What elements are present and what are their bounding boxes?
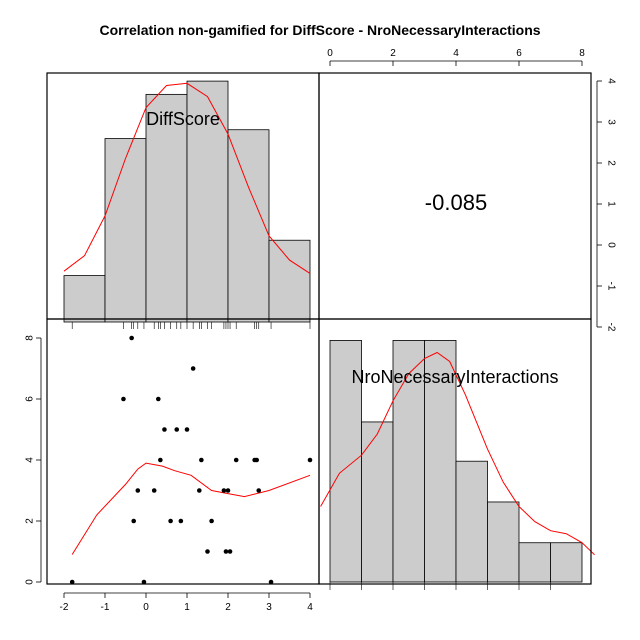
axis-right: -2 -1 0 1 2 3 4	[596, 78, 617, 332]
panel-diffscore-hist: DiffScore	[63, 80, 311, 329]
axis-right-tick-label: 3	[606, 119, 617, 125]
scatter-point	[174, 427, 180, 432]
scatter-point	[158, 457, 163, 463]
panel-scatter	[69, 335, 313, 585]
axis-top-tick-label: 8	[579, 48, 585, 59]
scatter-point	[178, 518, 184, 524]
scatter-point	[156, 396, 161, 402]
scatter-point	[69, 579, 75, 585]
diffscore-hist-bar	[104, 138, 147, 323]
scatter-point	[129, 335, 134, 341]
scatter-point	[141, 579, 147, 585]
scatter-point	[168, 518, 173, 524]
axis-right-tick-label: -2	[606, 323, 617, 332]
interactions-hist-bar	[392, 339, 425, 583]
axis-bottom-tick-label: 3	[266, 602, 272, 613]
correlation-value: -0.085	[425, 190, 487, 215]
scatter-point	[268, 579, 274, 585]
axis-bottom-tick-label: 4	[307, 602, 313, 613]
chart-title: Correlation non-gamified for DiffScore -…	[99, 22, 540, 38]
diffscore-label: DiffScore	[146, 109, 220, 129]
axis-top-tick-label: 2	[390, 48, 396, 59]
scatter-point	[184, 427, 190, 432]
interactions-hist-bar	[455, 460, 488, 583]
axis-top-tick-label: 4	[453, 48, 459, 59]
interactions-hist-bar	[487, 501, 520, 583]
scatter-point	[256, 488, 262, 493]
axis-bottom-tick-label: 0	[143, 602, 149, 613]
diffscore-hist-bar	[145, 93, 188, 323]
interactions-density-line	[320, 351, 595, 556]
diffscore-hist-bar	[63, 275, 106, 323]
scatter-point	[233, 457, 239, 463]
panel-interactions-hist: NroNecessaryInteractions	[320, 339, 595, 590]
frame-scatter	[46, 318, 320, 585]
axis-right-tick-label: 2	[606, 160, 617, 166]
scatter-point	[225, 488, 231, 493]
panel-correlation: -0.085	[425, 190, 487, 215]
interactions-hist-bar	[424, 339, 457, 583]
scatter-point	[209, 518, 214, 524]
interactions-hist-bar	[550, 542, 583, 583]
scatter-point	[199, 457, 204, 463]
scatter-point	[151, 488, 157, 493]
axis-right-tick-label: 0	[606, 242, 617, 248]
scatter-point	[221, 488, 227, 493]
axis-left: 0 2 4 6 8	[25, 335, 42, 585]
scatter-point	[190, 366, 196, 371]
diffscore-hist-bar	[268, 239, 311, 323]
scatter-point	[223, 549, 229, 554]
axis-left-tick-label: 0	[25, 579, 36, 585]
diffscore-hist-bar	[227, 129, 270, 323]
axis-bottom: -2 -1 0 1 2 3 4	[60, 592, 313, 613]
axis-bottom-tick-label: -2	[60, 602, 69, 613]
interactions-hist-bar	[361, 421, 394, 583]
axis-top: 0 2 4 6 8	[327, 48, 585, 66]
axis-right-tick-label: 4	[606, 78, 617, 84]
axis-top-tick-label: 6	[516, 48, 522, 59]
diffscore-density-line	[63, 82, 311, 274]
interactions-hist-bar	[518, 542, 551, 583]
interactions-label: NroNecessaryInteractions	[351, 367, 558, 387]
scatter-point	[121, 396, 126, 402]
axis-left-tick-label: 6	[25, 396, 36, 402]
smooth-line	[71, 462, 311, 555]
scatter-point	[307, 457, 313, 463]
axis-top-tick-label: 0	[327, 48, 333, 59]
axis-right-tick-label: 1	[606, 201, 617, 207]
axis-left-tick-label: 2	[25, 518, 36, 524]
scatter-point	[205, 549, 210, 554]
axis-right-tick-label: -1	[606, 282, 617, 291]
axis-left-tick-label: 8	[25, 335, 36, 341]
axis-bottom-tick-label: 2	[225, 602, 231, 613]
scatter-point	[135, 488, 141, 493]
axis-bottom-tick-label: 1	[184, 602, 190, 613]
scatter-point	[162, 427, 167, 432]
frame-interactions-hist	[318, 318, 592, 585]
scatter-point	[254, 457, 259, 463]
axis-bottom-tick-label: -1	[101, 602, 110, 613]
scatter-point	[227, 549, 233, 554]
interactions-hist-bar	[329, 339, 362, 583]
scatter-point	[131, 518, 136, 524]
scatter-point	[197, 488, 202, 493]
axis-left-tick-label: 4	[25, 457, 36, 463]
